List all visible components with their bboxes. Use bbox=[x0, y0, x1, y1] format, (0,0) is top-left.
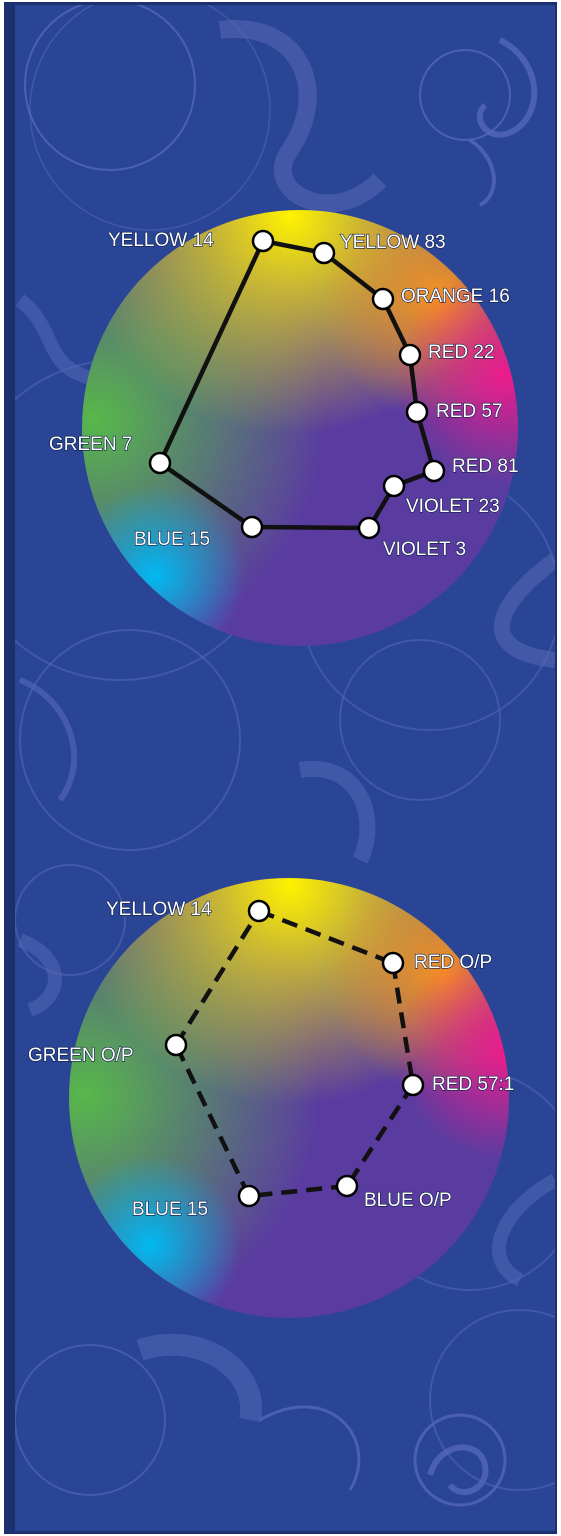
node-label: GREEN O/P bbox=[28, 1045, 134, 1066]
node-label: RED 81 bbox=[452, 456, 519, 477]
color-node bbox=[148, 451, 172, 475]
color-node bbox=[405, 400, 429, 424]
node-label: RED 57 bbox=[436, 401, 503, 422]
color-node bbox=[251, 229, 275, 253]
bottom-wheel-overlay: YELLOW 14 RED O/P RED 57:1 BLUE O/P BLUE 15 G… bbox=[27, 898, 515, 1220]
node-label: VIOLET 23 bbox=[406, 496, 500, 517]
color-node bbox=[422, 459, 446, 483]
connector-line bbox=[157, 240, 266, 464]
color-node bbox=[312, 241, 336, 265]
color-node bbox=[381, 951, 405, 975]
connector-line bbox=[345, 1083, 415, 1188]
node-label: GREEN 7 bbox=[49, 434, 132, 455]
color-node bbox=[247, 899, 271, 923]
color-node bbox=[335, 1174, 359, 1198]
node-label: RED 57:1 bbox=[432, 1074, 514, 1095]
connector-line bbox=[158, 461, 254, 529]
top-wheel-overlay: YELLOW 14 YELLOW 83 ORANGE 16 RED 22 RED 57 R… bbox=[48, 229, 519, 560]
color-node bbox=[164, 1033, 188, 1057]
color-node bbox=[398, 343, 422, 367]
node-label: BLUE 15 bbox=[134, 529, 210, 550]
node-label: YELLOW 83 bbox=[340, 232, 446, 253]
connector-line bbox=[322, 251, 385, 301]
connector-line bbox=[248, 1183, 348, 1199]
color-wheel-top bbox=[82, 210, 518, 646]
color-node bbox=[371, 287, 395, 311]
color-node bbox=[382, 474, 406, 498]
node-label: BLUE O/P bbox=[364, 1190, 452, 1211]
node-label: YELLOW 14 bbox=[108, 230, 214, 251]
color-node bbox=[401, 1073, 425, 1097]
node-label: YELLOW 14 bbox=[106, 899, 212, 920]
color-wheel-bottom bbox=[69, 878, 509, 1318]
connector-line bbox=[174, 909, 261, 1047]
node-label: RED O/P bbox=[414, 952, 492, 973]
connector-line bbox=[251, 524, 370, 531]
node-label: BLUE 15 bbox=[132, 1199, 208, 1220]
node-label: RED 22 bbox=[428, 342, 495, 363]
color-node bbox=[237, 1184, 261, 1208]
color-node bbox=[240, 515, 264, 539]
connector-line bbox=[173, 1044, 252, 1197]
color-node bbox=[357, 516, 381, 540]
node-label: ORANGE 16 bbox=[401, 286, 510, 307]
node-label: VIOLET 3 bbox=[383, 539, 466, 560]
connector-line bbox=[390, 962, 416, 1086]
